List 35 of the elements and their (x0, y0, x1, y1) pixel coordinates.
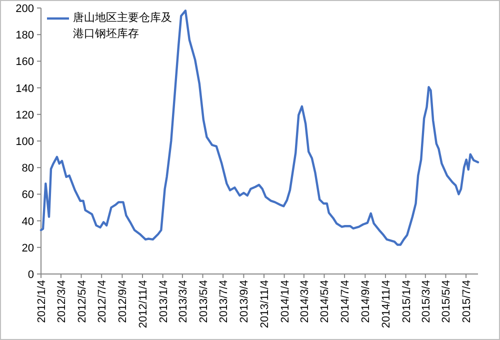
x-tick-label: 2012/3/4 (56, 280, 68, 323)
x-tick-label: 2013/7/4 (218, 280, 230, 323)
y-tick-label: 40 (22, 216, 34, 228)
x-tick-label: 2015/3/4 (420, 280, 432, 323)
x-tick-label: 2014/7/4 (340, 280, 352, 323)
legend-label: 唐山地区主要仓库及港口钢坯库存 (73, 10, 173, 42)
line-series (40, 10, 480, 246)
x-tick-label: 2014/1/4 (279, 280, 292, 323)
x-tick-label: 2015/1/4 (400, 280, 413, 323)
x-tick-label: 2012/9/4 (117, 280, 130, 323)
x-tick-label: 2013/5/4 (198, 280, 210, 323)
x-tick-label: 2013/3/4 (177, 280, 190, 323)
y-tick-label: 120 (16, 109, 34, 122)
x-tick-label: 2014/9/4 (360, 280, 372, 323)
x-tick-label: 2013/11/4 (258, 280, 271, 328)
x-tick-label: 2012/7/4 (96, 280, 109, 323)
x-tick-label: 2013/9/4 (238, 280, 251, 323)
y-tick-label: 160 (16, 56, 34, 68)
y-tick-label: 20 (22, 242, 34, 254)
x-tick-label: 2014/3/4 (298, 280, 311, 323)
x-tick-label: 2014/5/4 (319, 280, 332, 323)
y-tick-label: 100 (16, 136, 34, 148)
y-tick-label: 200 (16, 3, 34, 15)
x-tick-label: 2013/1/4 (158, 280, 170, 323)
y-tick-label: 180 (16, 30, 34, 42)
x-tick-label: 2015/5/4 (440, 280, 453, 323)
x-tick-label: 2012/5/4 (76, 280, 88, 323)
y-tick-label: 140 (16, 82, 34, 95)
y-tick-label: 80 (22, 162, 34, 175)
x-tick-label: 2015/7/4 (461, 280, 474, 323)
y-tick-label: 0 (28, 269, 34, 281)
y-tick-label: 60 (22, 189, 34, 202)
x-tick-label: 2014/11/4 (380, 280, 392, 328)
x-tick-label: 2012/11/4 (138, 280, 150, 328)
x-tick-label: 2012/1/4 (36, 280, 48, 323)
